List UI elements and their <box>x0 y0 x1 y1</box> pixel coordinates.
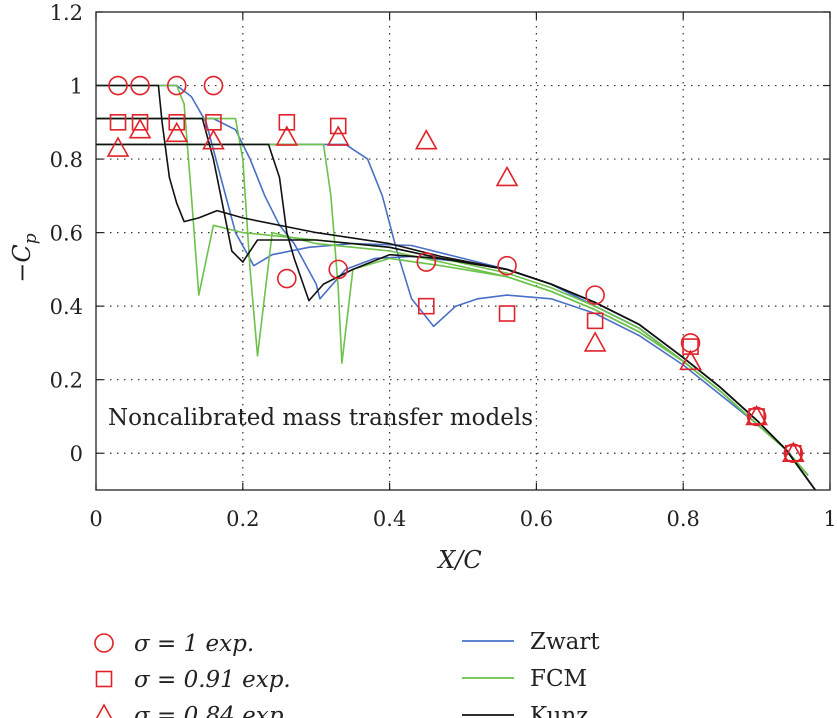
triangle-marker <box>495 165 519 187</box>
x-tick-label: 0.4 <box>373 507 406 531</box>
triangle-marker <box>326 125 350 146</box>
legend-label: σ = 0.84 exp. <box>134 703 291 718</box>
triangle-marker <box>583 331 607 352</box>
circle-marker <box>203 75 224 96</box>
circle-marker <box>585 285 605 305</box>
legend-label: FCM <box>530 666 587 692</box>
svg-text:−Cp: −Cp <box>8 233 41 282</box>
square-marker <box>278 114 296 131</box>
annotation-text: Noncalibrated mass transfer models <box>108 405 533 431</box>
legend-label: Kunz <box>530 703 588 718</box>
tick-labels: 0 0.2 0.4 0.6 0.8 1 0 0.2 0.4 0.6 0.8 1 1.2 <box>50 1 837 531</box>
y-tick-label: 0 <box>70 442 83 466</box>
circle-marker <box>680 333 701 353</box>
y-tick-label: 1 <box>70 75 83 99</box>
y-tick-label: 0.8 <box>50 148 83 172</box>
y-axis-title: −Cp <box>8 233 41 282</box>
x-tick-label: 0.6 <box>520 507 553 531</box>
legend-circle-marker <box>94 633 114 653</box>
kunz-curve <box>96 117 816 491</box>
x-tick-label: 0.8 <box>666 507 699 531</box>
y-tick-label: 1.2 <box>50 1 83 25</box>
plot-frame <box>95 11 831 491</box>
y-tick-label: 0.4 <box>50 295 83 319</box>
y-axis-title-subscript: p <box>21 233 41 244</box>
legend-triangle-marker <box>95 703 113 718</box>
x-tick-label: 0 <box>89 507 102 531</box>
legend-label: σ = 0.91 exp. <box>134 667 291 693</box>
triangle-marker <box>275 125 299 146</box>
legend-label: σ = 1 exp. <box>134 631 254 657</box>
y-axis-title-main: −C <box>8 244 36 282</box>
circle-marker <box>166 75 187 96</box>
kunz-curve <box>96 143 816 491</box>
square-marker <box>131 114 149 131</box>
circle-marker <box>328 259 349 280</box>
y-tick-label: 0.6 <box>50 222 83 246</box>
axis-ticks <box>95 11 831 490</box>
triangle-marker <box>202 129 225 150</box>
zwart-curve <box>96 143 809 476</box>
x-tick-label: 1 <box>823 507 836 531</box>
square-marker <box>417 297 435 315</box>
experimental-points <box>106 75 805 464</box>
triangle-marker <box>745 404 768 426</box>
x-tick-label: 0.2 <box>226 507 259 531</box>
square-marker <box>498 305 516 322</box>
circle-marker <box>130 75 150 96</box>
triangle-marker <box>679 349 702 371</box>
square-marker <box>682 338 699 355</box>
triangle-marker <box>781 441 805 463</box>
triangle-marker <box>414 129 438 150</box>
circle-marker <box>416 252 437 272</box>
square-marker <box>586 312 604 330</box>
circle-marker <box>497 255 517 276</box>
triangle-marker <box>128 118 152 139</box>
legend-label: Zwart <box>530 629 600 655</box>
triangle-marker <box>165 121 189 143</box>
square-marker <box>168 114 186 131</box>
y-tick-label: 0.2 <box>50 369 83 393</box>
square-marker <box>109 114 127 131</box>
triangle-marker <box>106 136 130 157</box>
legend: σ = 1 exp. σ = 0.91 exp. σ = 0.84 exp. Zwar… <box>94 629 600 718</box>
circle-marker <box>108 75 128 96</box>
fcm-curve <box>96 143 809 476</box>
x-axis-title: X/C <box>436 546 482 574</box>
model-curves <box>96 84 816 491</box>
legend-square-marker <box>95 670 113 688</box>
circle-marker <box>277 268 297 289</box>
square-marker <box>329 117 347 135</box>
